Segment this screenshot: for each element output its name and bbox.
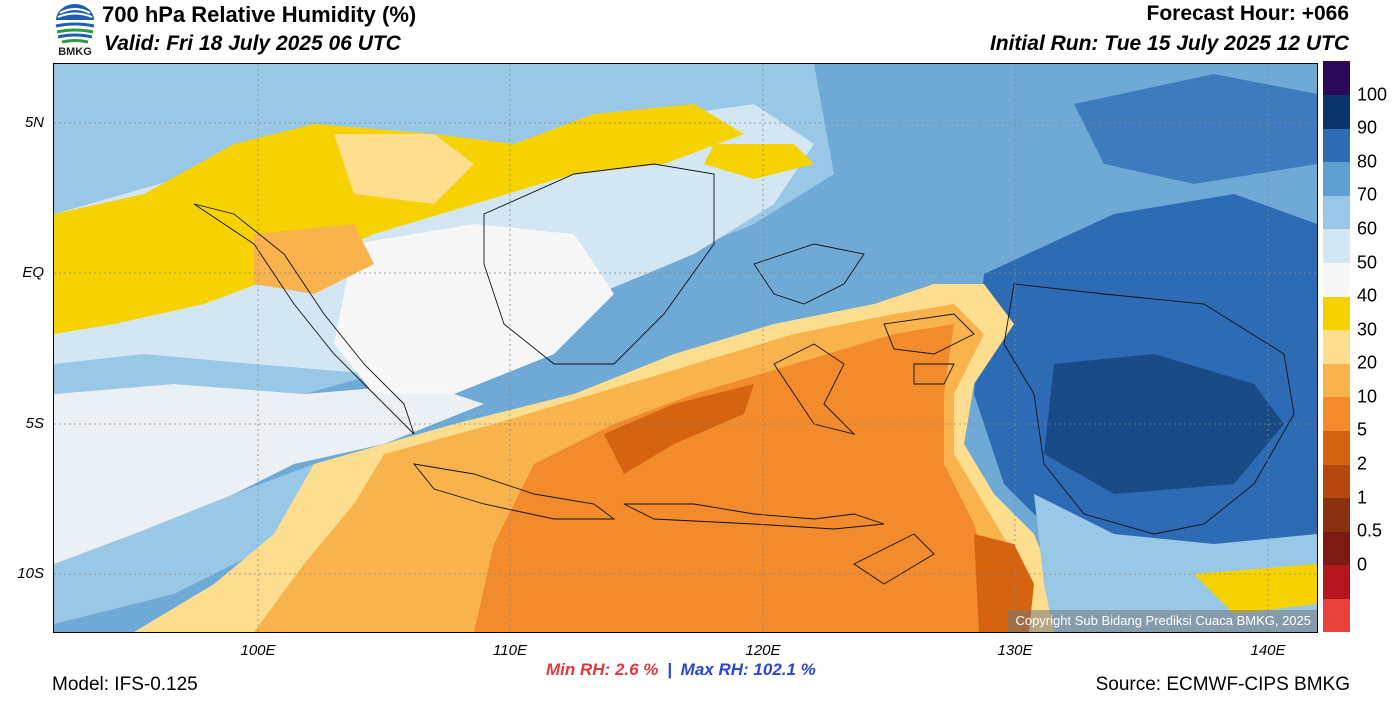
colorbar-segment: [1323, 598, 1350, 633]
lon-tick-130e: 130E: [997, 642, 1033, 659]
colorbar-label: 30: [1357, 319, 1378, 340]
source-label: Source: ECMWF-CIPS BMKG: [1095, 674, 1350, 695]
rh-stats: Min RH: 2.6 % | Max RH: 102.1 %: [546, 660, 816, 680]
lon-tick-140e: 140E: [1250, 642, 1286, 659]
colorbar-segment: [1323, 329, 1350, 364]
humidity-field: [54, 64, 1317, 632]
colorbar-segment: [1323, 430, 1350, 465]
colorbar-segment: [1323, 228, 1350, 264]
humidity-map[interactable]: Copyright Sub Bidang Prediksi Cuaca BMKG…: [53, 63, 1318, 633]
colorbar-segment: [1323, 296, 1350, 331]
lon-tick-100e: 100E: [240, 642, 276, 659]
colorbar-segment: [1323, 128, 1350, 163]
colorbar-segment: [1323, 464, 1350, 499]
colorbar-segment: [1323, 262, 1350, 297]
colorbar-label: 40: [1357, 285, 1378, 306]
max-rh-label: Max RH:: [680, 660, 749, 679]
min-rh-label: Min RH:: [546, 660, 611, 679]
colorbar-label: 10: [1357, 386, 1378, 407]
colorbar-segment: [1323, 531, 1350, 566]
logo-text: BMKG: [58, 46, 92, 58]
colorbar-label: 2: [1357, 453, 1368, 474]
lon-tick-110e: 110E: [493, 642, 527, 659]
colorbar-segment: [1323, 564, 1350, 599]
colorbar-segment: [1323, 363, 1350, 398]
lat-tick-10s: 10S: [17, 565, 44, 582]
bmkg-logo: [55, 4, 95, 44]
lat-tick-5s: 5S: [25, 415, 44, 432]
colorbar-label: 70: [1357, 184, 1378, 205]
colorbar-segment: [1323, 497, 1350, 532]
initial-run: Initial Run: Tue 15 July 2025 12 UTC: [989, 32, 1349, 55]
stats-separator: |: [667, 660, 672, 679]
colorbar-segment: [1323, 61, 1350, 96]
colorbar-segment: [1323, 94, 1350, 129]
valid-time: Valid: Fri 18 July 2025 06 UTC: [104, 32, 401, 55]
min-rh-value: 2.6 %: [614, 660, 659, 679]
lat-tick-5n: 5N: [24, 114, 44, 131]
colorbar-label: 80: [1357, 151, 1378, 172]
colorbar-segment: [1323, 195, 1350, 230]
colorbar-label: 0: [1357, 554, 1368, 575]
colorbar-label: 0.5: [1357, 520, 1383, 541]
colorbar-segment: [1323, 161, 1350, 196]
copyright-notice: Copyright Sub Bidang Prediksi Cuaca BMKG…: [1007, 610, 1317, 632]
max-rh-value: 102.1 %: [753, 660, 816, 679]
forecast-hour: Forecast Hour: +066: [1146, 2, 1350, 25]
colorbar-label: 20: [1357, 352, 1378, 373]
lon-tick-120e: 120E: [745, 642, 781, 659]
colorbar-segment: [1323, 396, 1350, 431]
colorbar-label: 100: [1357, 84, 1388, 105]
model-label: Model: IFS-0.125: [52, 674, 198, 695]
colorbar: [1323, 61, 1350, 633]
colorbar-label: 1: [1357, 487, 1368, 508]
colorbar-label: 50: [1357, 252, 1378, 273]
colorbar-label: 60: [1357, 218, 1378, 239]
colorbar-label: 90: [1357, 117, 1378, 138]
chart-title: 700 hPa Relative Humidity (%): [102, 2, 417, 27]
lat-tick-eq: EQ: [22, 264, 44, 281]
colorbar-label: 5: [1357, 419, 1368, 440]
